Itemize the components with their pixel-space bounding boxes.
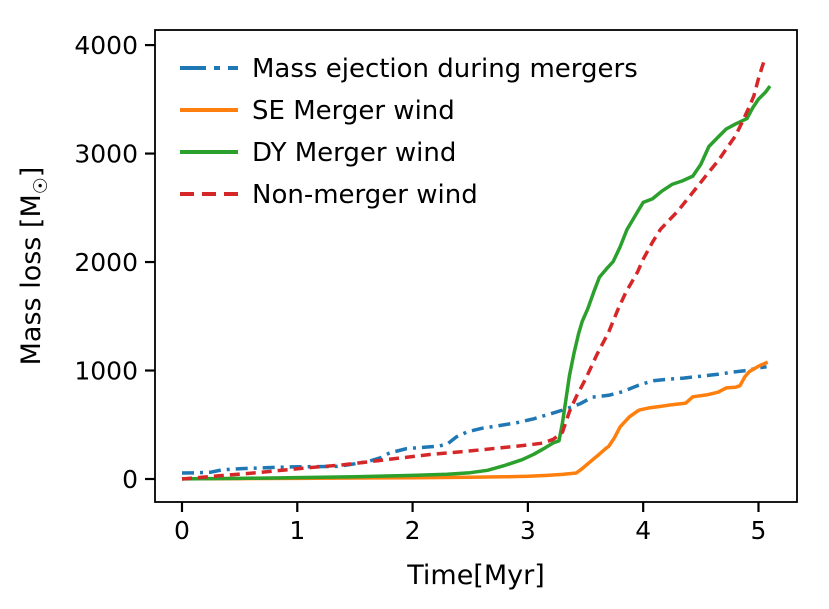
y-tick-label: 0 bbox=[122, 465, 138, 494]
series-line-dy-merger-wind bbox=[181, 85, 772, 481]
y-axis-label-main: Mass loss [M bbox=[16, 194, 47, 365]
x-tick-label: 3 bbox=[520, 516, 536, 545]
x-axis-label: Time[Myr] bbox=[406, 560, 545, 591]
series-line-non-merger-wind bbox=[181, 56, 768, 481]
x-tick-label: 4 bbox=[635, 516, 651, 545]
y-tick-label: 3000 bbox=[74, 140, 138, 169]
legend-item: Non-merger wind bbox=[180, 180, 478, 210]
y-axis-label-end: ] bbox=[16, 167, 47, 178]
legend-item: DY Merger wind bbox=[180, 138, 456, 168]
x-tick-label: 1 bbox=[289, 516, 305, 545]
series-lines bbox=[181, 56, 772, 481]
legend-label: DY Merger wind bbox=[252, 138, 456, 168]
legend-label: Non-merger wind bbox=[252, 180, 478, 210]
x-tick-label: 2 bbox=[405, 516, 421, 545]
series-line-se-merger-wind bbox=[181, 360, 769, 481]
plot-border bbox=[154, 29, 798, 503]
y-tick-label: 1000 bbox=[74, 357, 138, 386]
x-tick-label: 5 bbox=[751, 516, 767, 545]
axis-ticks: 0 1 2 3 4 5 0 1000 2000 3000 4000 bbox=[74, 31, 766, 545]
y-tick-label: 4000 bbox=[74, 31, 138, 60]
y-tick-label: 2000 bbox=[74, 248, 138, 277]
legend-item: Mass ejection during mergers bbox=[180, 54, 638, 84]
legend: Mass ejection during mergers SE Merger wi… bbox=[180, 54, 638, 210]
sun-symbol: ☉ bbox=[30, 177, 52, 194]
legend-label: Mass ejection during mergers bbox=[252, 54, 638, 84]
legend-label: SE Merger wind bbox=[252, 96, 455, 126]
series-line-mass-ejection-during-mergers bbox=[181, 365, 767, 475]
y-axis-label: Mass loss [M☉] bbox=[16, 167, 52, 366]
x-tick-label: 0 bbox=[174, 516, 190, 545]
legend-item: SE Merger wind bbox=[180, 96, 455, 126]
